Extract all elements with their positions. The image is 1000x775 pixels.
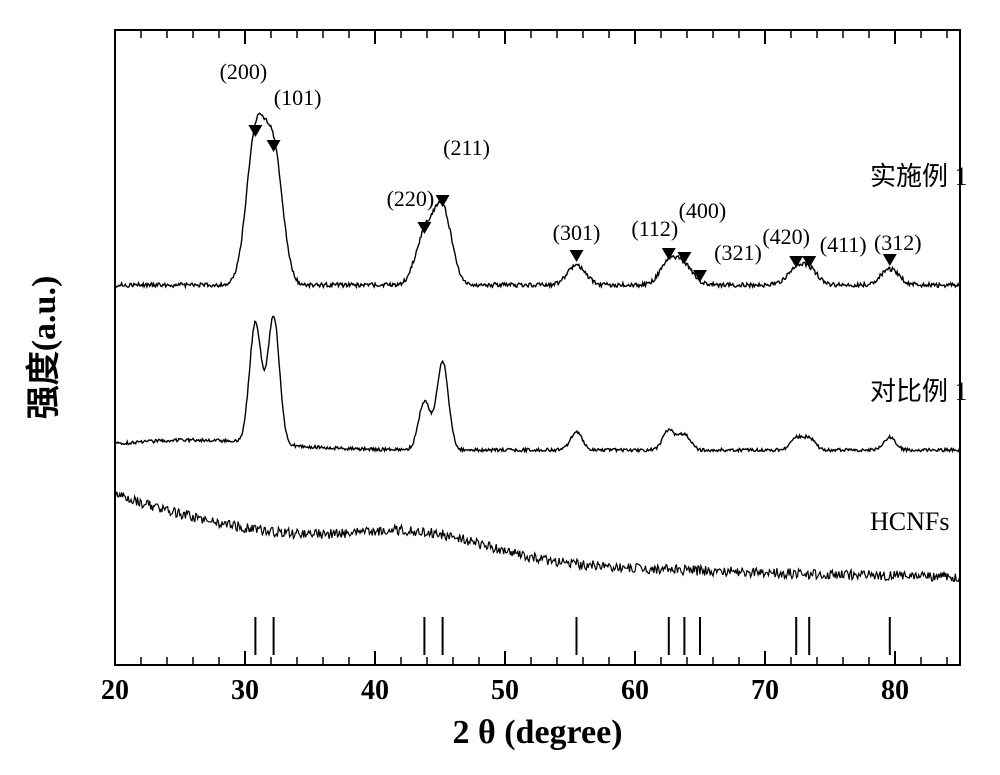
svg-text:70: 70 [751,675,779,706]
y-axis-title: 强度(a.u.) [25,276,63,420]
xrd-chart: 20 30 40 50 60 70 80 2 θ (degree) 强度(a.u.) (20… [0,0,1000,770]
series-label-example1: 实施例 1 [870,162,968,191]
peak-marker-icon [267,140,281,152]
svg-text:80: 80 [881,675,909,706]
x-tick-labels: 20 30 40 50 60 70 80 [101,675,909,706]
peak-marker-icon [883,254,897,266]
peak-label: (112) [631,216,678,241]
peak-label: (312) [874,230,922,255]
plot-frame [115,30,960,665]
peak-marker-icon [662,248,676,260]
x-axis-title: 2 θ (degree) [452,714,622,751]
peak-label: (400) [679,198,727,223]
peak-marker-icon [417,222,431,234]
svg-text:40: 40 [361,675,389,706]
peak-markers [248,125,896,282]
series-labels: 实施例 1 对比例 1 HCNFs [870,162,968,536]
series-example1 [115,113,960,287]
peak-label: (420) [762,224,810,249]
reference-sticks [255,617,889,655]
chart-svg: 20 30 40 50 60 70 80 2 θ (degree) 强度(a.u.) (20… [0,0,1000,770]
peak-label: (211) [443,135,490,160]
peak-label: (321) [714,240,762,265]
peak-label: (411) [820,232,867,257]
peak-label: (301) [553,220,601,245]
series-label-compare1: 对比例 1 [870,377,968,406]
svg-text:30: 30 [231,675,259,706]
series-group [115,113,960,581]
peak-labels: (200)(101) (220) (211) (301) (112)(400) (321)… [220,59,922,265]
svg-text:60: 60 [621,675,649,706]
peak-marker-icon [248,125,262,137]
series-compare1 [115,316,960,451]
series-label-hcnfs: HCNFs [870,507,949,536]
peak-marker-icon [789,256,803,268]
series-hcnfs [115,492,960,582]
svg-text:20: 20 [101,675,129,706]
svg-text:50: 50 [491,675,519,706]
peak-label: (101) [274,85,322,110]
peak-marker-icon [570,250,584,262]
peak-label: (220) [387,186,435,211]
x-ticks-major [115,30,895,665]
peak-label: (200) [220,59,268,84]
